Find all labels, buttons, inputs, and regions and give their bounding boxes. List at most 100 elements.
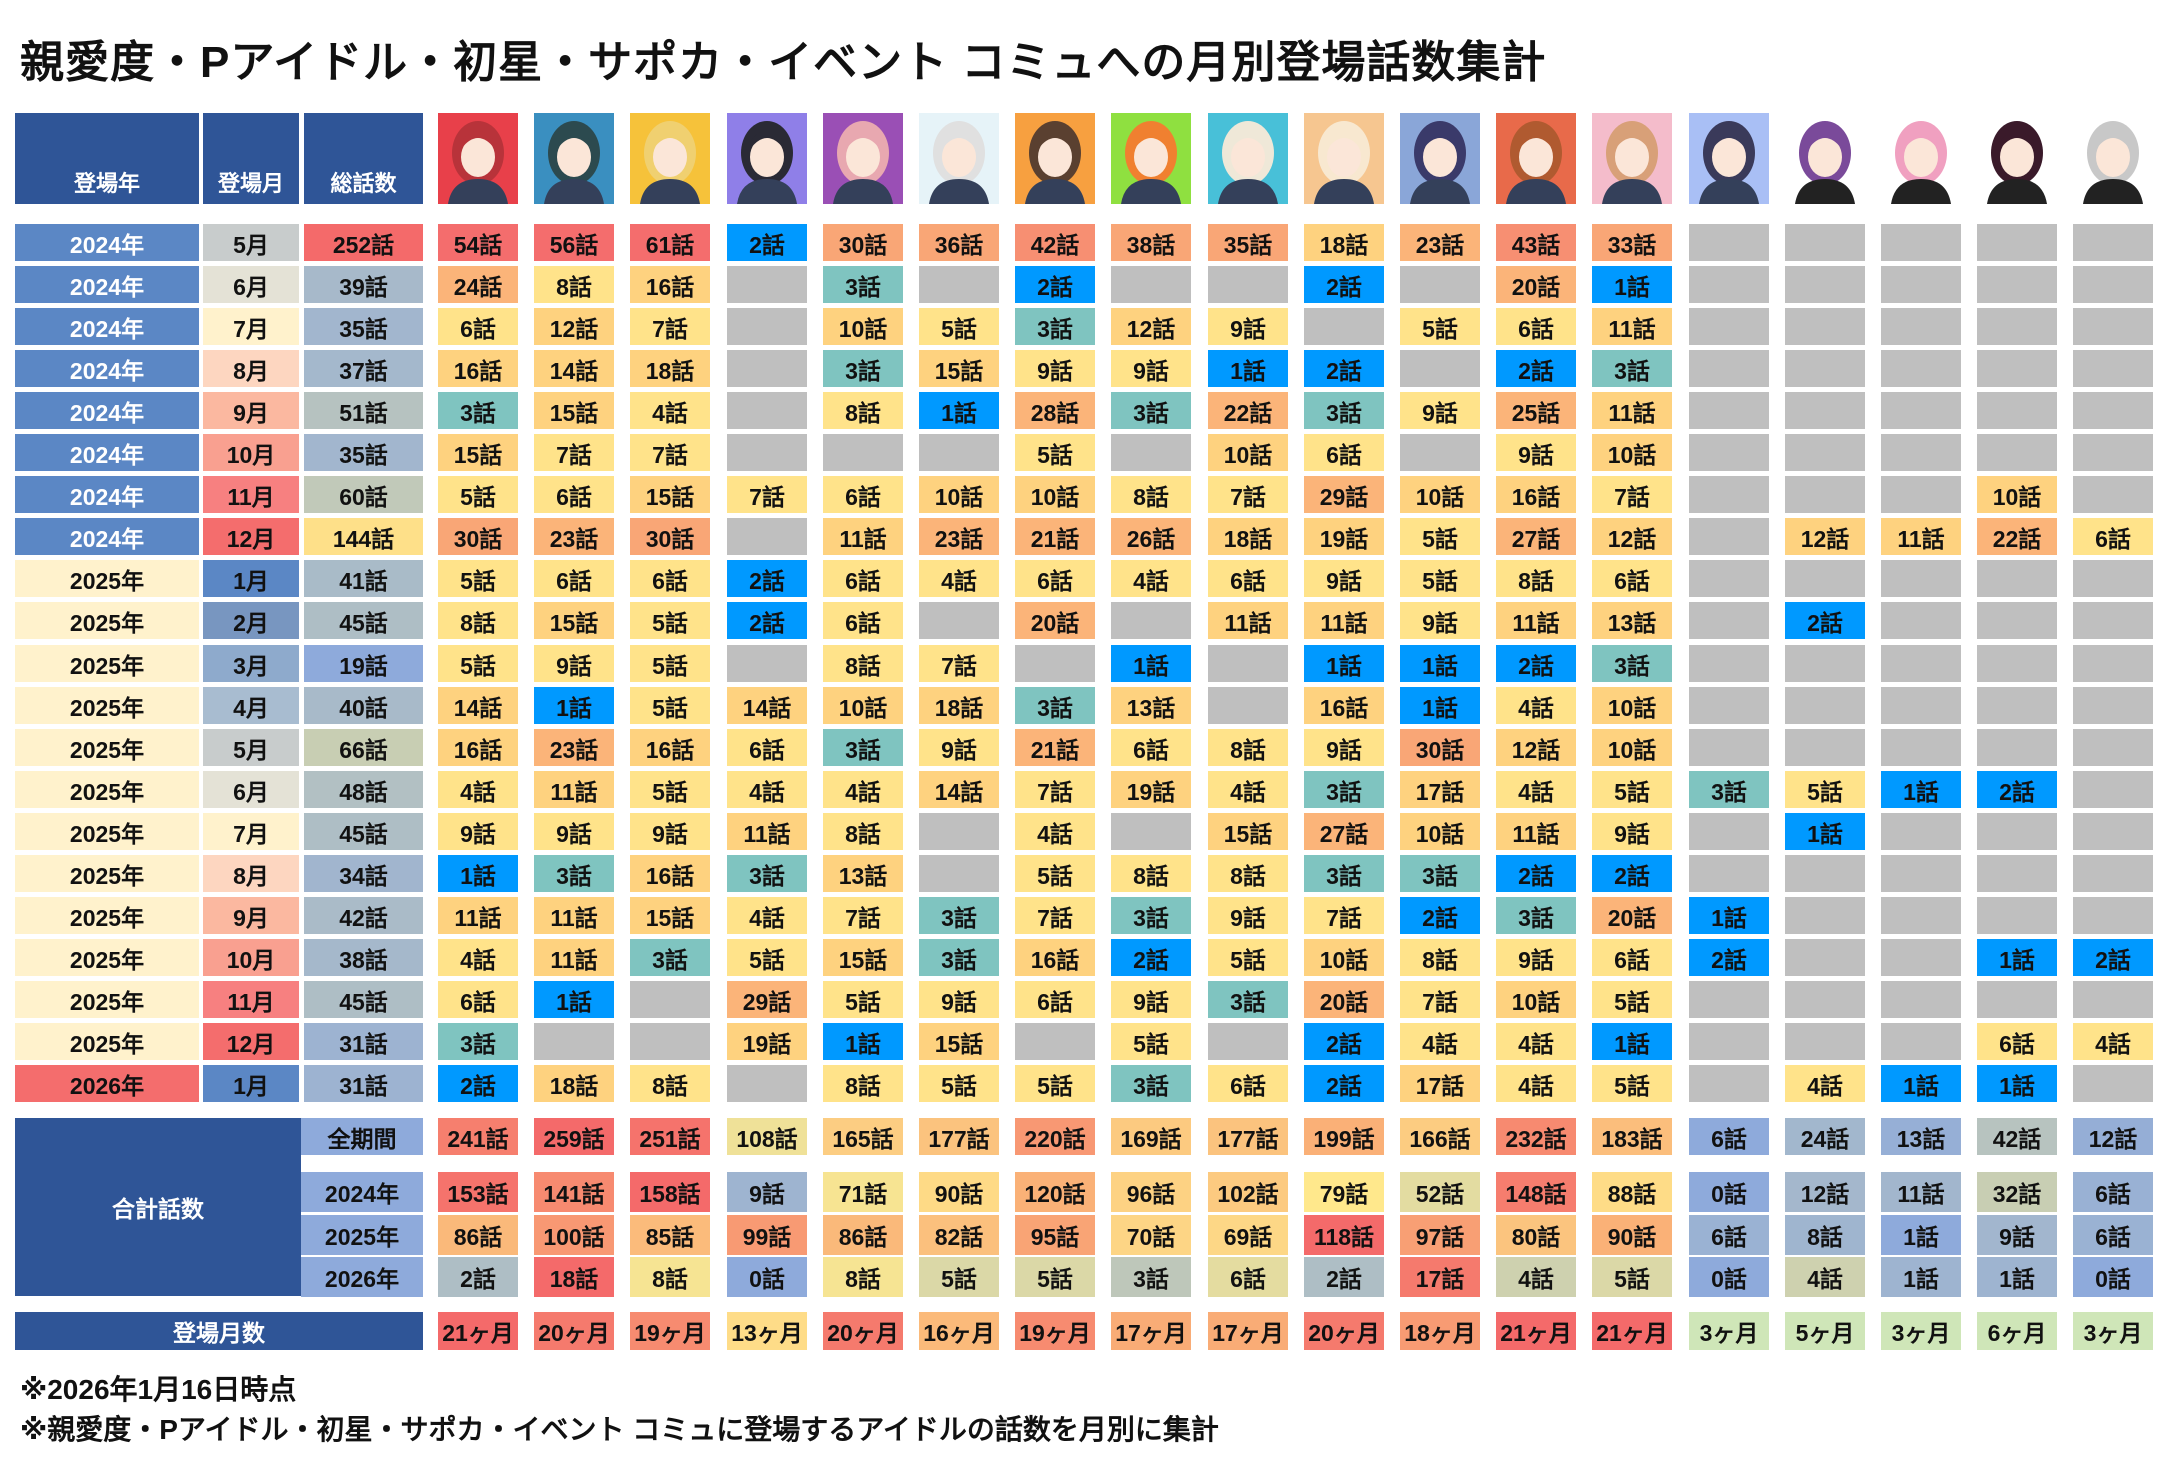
episode-cell: 2話 (1496, 855, 1576, 892)
episode-cell: 5話 (630, 771, 710, 808)
episode-cell (1881, 266, 1961, 303)
episode-cell (919, 266, 999, 303)
row-month: 5月 (203, 729, 299, 766)
episode-cell: 3話 (1015, 687, 1095, 724)
episode-cell: 20話 (1496, 266, 1576, 303)
episode-cell: 2話 (1111, 939, 1191, 976)
months-count-cell: 13ヶ月 (727, 1312, 807, 1350)
summary-row-label: 全期間 (301, 1118, 423, 1155)
episode-cell: 14話 (438, 687, 518, 724)
episode-cell (727, 392, 807, 429)
episode-cell: 22話 (1977, 518, 2057, 555)
episode-cell: 9話 (1208, 897, 1288, 934)
summary-row-label: 2025年 (301, 1215, 423, 1255)
episode-cell: 9話 (1304, 560, 1384, 597)
episode-cell: 3話 (1400, 855, 1480, 892)
episode-cell: 5話 (630, 602, 710, 639)
months-count-cell: 19ヶ月 (630, 1312, 710, 1350)
episode-cell: 9話 (1111, 981, 1191, 1018)
summary-cell: 17話 (1400, 1257, 1480, 1297)
episode-cell: 14話 (534, 350, 614, 387)
months-count-cell: 21ヶ月 (1592, 1312, 1672, 1350)
row-month: 9月 (203, 392, 299, 429)
summary-cell: 12話 (1785, 1172, 1865, 1212)
episode-cell (1785, 308, 1865, 345)
summary-cell: 251話 (630, 1118, 710, 1155)
episode-cell (1785, 392, 1865, 429)
row-month: 6月 (203, 266, 299, 303)
episode-cell (630, 981, 710, 1018)
episode-cell (1881, 687, 1961, 724)
episode-cell: 4話 (1496, 771, 1576, 808)
episode-cell: 5話 (1208, 939, 1288, 976)
episode-cell (1689, 602, 1769, 639)
episode-cell: 16話 (1015, 939, 1095, 976)
episode-cell: 5話 (1015, 434, 1095, 471)
episode-cell: 17話 (1400, 1065, 1480, 1102)
episode-cell: 12話 (1592, 518, 1672, 555)
row-month: 12月 (203, 1023, 299, 1060)
row-month: 9月 (203, 897, 299, 934)
episode-cell: 12話 (534, 308, 614, 345)
idol-portrait-3 (630, 113, 711, 204)
idol-portrait-13 (1592, 113, 1673, 204)
row-total: 35話 (304, 308, 423, 345)
episode-cell (1977, 645, 2057, 682)
summary-cell: 95話 (1015, 1215, 1095, 1255)
row-year: 2025年 (15, 1023, 199, 1060)
summary-cell: 70話 (1111, 1215, 1191, 1255)
episode-cell: 5話 (919, 1065, 999, 1102)
summary-cell: 90話 (1592, 1215, 1672, 1255)
episode-cell: 2話 (1304, 266, 1384, 303)
episode-cell: 2話 (1592, 855, 1672, 892)
row-total: 45話 (304, 813, 423, 850)
idol-portrait-10 (1303, 113, 1384, 204)
episode-cell (2073, 645, 2153, 682)
episode-cell: 2話 (438, 1065, 518, 1102)
episode-cell (1881, 981, 1961, 1018)
episode-cell: 5話 (727, 939, 807, 976)
episode-cell: 6話 (1208, 560, 1288, 597)
idol-portrait-4 (726, 113, 807, 204)
episode-cell: 16話 (438, 350, 518, 387)
summary-row-label: 2026年 (301, 1257, 423, 1297)
episode-cell (1111, 266, 1191, 303)
episode-cell: 11話 (1304, 602, 1384, 639)
episode-cell: 15話 (919, 350, 999, 387)
episode-cell: 18話 (919, 687, 999, 724)
row-total: 45話 (304, 981, 423, 1018)
episode-cell: 2話 (1304, 350, 1384, 387)
episode-cell: 1話 (1400, 645, 1480, 682)
episode-cell: 10話 (1400, 813, 1480, 850)
episode-cell: 15話 (630, 476, 710, 513)
episode-cell: 4話 (1496, 1065, 1576, 1102)
episode-cell: 4話 (1208, 771, 1288, 808)
episode-cell (1689, 981, 1769, 1018)
row-year: 2024年 (15, 350, 199, 387)
episode-cell: 29話 (727, 981, 807, 1018)
episode-cell: 27話 (1496, 518, 1576, 555)
episode-cell: 8話 (534, 266, 614, 303)
episode-cell (2073, 266, 2153, 303)
episode-cell: 1話 (1304, 645, 1384, 682)
summary-cell: 3話 (1111, 1257, 1191, 1297)
episode-cell: 9話 (438, 813, 518, 850)
episode-cell: 8話 (823, 1065, 903, 1102)
episode-cell: 11話 (1208, 602, 1288, 639)
episode-cell: 1話 (1977, 939, 2057, 976)
months-count-cell: 16ヶ月 (919, 1312, 999, 1350)
row-total: 37話 (304, 350, 423, 387)
summary-cell: 42話 (1977, 1118, 2057, 1155)
row-year: 2024年 (15, 518, 199, 555)
episode-cell (1304, 308, 1384, 345)
episode-cell (727, 434, 807, 471)
header-month: 登場月 (203, 113, 299, 204)
episode-cell: 15話 (630, 897, 710, 934)
episode-cell: 9話 (1111, 350, 1191, 387)
episode-cell (2073, 602, 2153, 639)
episode-cell: 6話 (534, 560, 614, 597)
episode-cell: 9話 (1304, 729, 1384, 766)
episode-cell: 33話 (1592, 224, 1672, 261)
summary-cell: 88話 (1592, 1172, 1672, 1212)
episode-cell: 4話 (823, 771, 903, 808)
